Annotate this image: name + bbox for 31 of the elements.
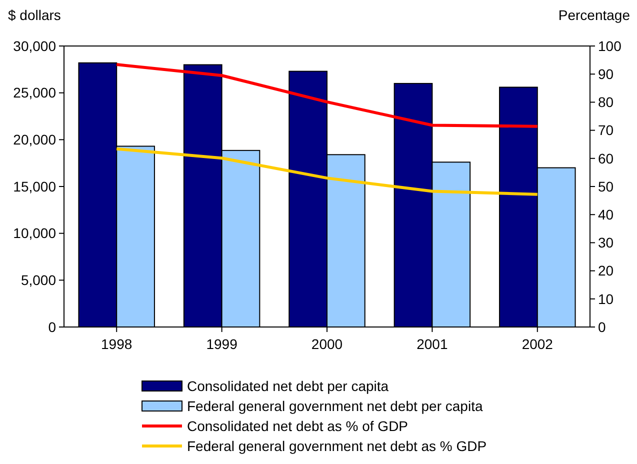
y2-tick-label: 60 bbox=[598, 150, 614, 166]
y2-tick-label: 20 bbox=[598, 262, 614, 279]
legend-label: Consolidated net debt per capita bbox=[187, 378, 389, 394]
y2-tick-label: 90 bbox=[598, 66, 614, 82]
y-tick-label: 5,000 bbox=[20, 272, 56, 288]
x-tick-label: 1999 bbox=[206, 336, 238, 352]
y2-tick-label: 0 bbox=[598, 318, 606, 335]
y2-tick-label: 30 bbox=[598, 234, 614, 251]
legend-label: Federal general government net debt as % GDP bbox=[187, 438, 487, 454]
y-tick-label: 0 bbox=[48, 318, 56, 335]
legend-label: Federal general government net debt per capita bbox=[187, 398, 483, 414]
y2-tick-label: 10 bbox=[598, 290, 614, 307]
y-tick-label: 30,000 bbox=[13, 38, 56, 54]
y2-tick-label: 100 bbox=[598, 38, 622, 54]
y2-tick-label: 40 bbox=[598, 206, 614, 222]
x-tick-label: 2000 bbox=[311, 336, 343, 352]
x-tick-label: 2002 bbox=[522, 336, 554, 352]
x-tick-label: 1998 bbox=[101, 336, 132, 352]
y-tick-label: 25,000 bbox=[13, 84, 56, 101]
x-tick-label: 2001 bbox=[416, 336, 448, 352]
y2-tick-label: 80 bbox=[598, 94, 614, 110]
y2-tick-label: 50 bbox=[598, 178, 614, 194]
y2-axis-title: Percentage bbox=[558, 7, 630, 23]
line-series bbox=[115, 63, 539, 128]
line-series bbox=[115, 147, 539, 196]
y-axis-title: $ dollars bbox=[8, 7, 61, 23]
y-tick-label: 10,000 bbox=[13, 225, 56, 242]
y-tick-label: 20,000 bbox=[13, 132, 56, 148]
y2-tick-label: 70 bbox=[598, 122, 614, 138]
legend-label: Consolidated net debt as % of GDP bbox=[187, 418, 408, 434]
y-tick-label: 15,000 bbox=[13, 178, 56, 194]
